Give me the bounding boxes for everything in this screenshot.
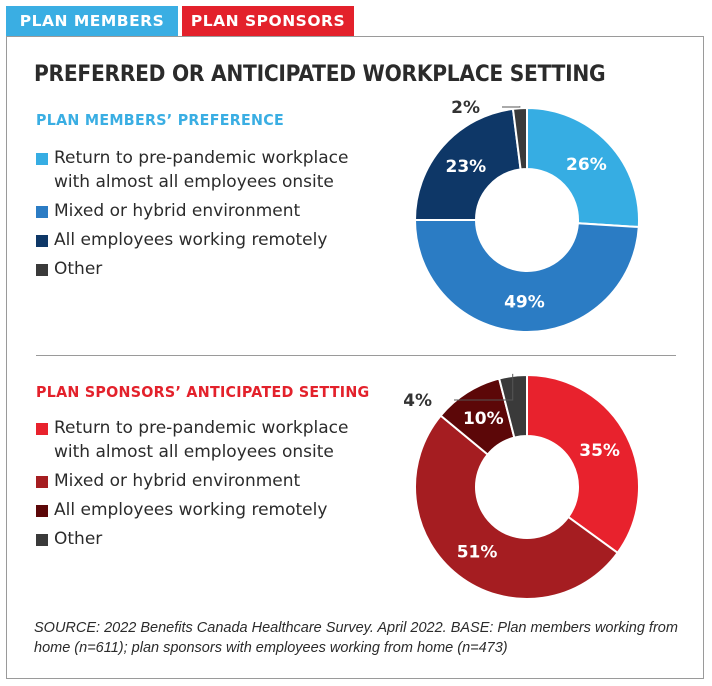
legend-label: Return to pre-pandemic workplace with al… (54, 418, 349, 462)
legend-swatch (36, 505, 48, 517)
legend-swatch (36, 235, 48, 247)
legend-item: Other (36, 257, 384, 281)
donut-slice (414, 414, 620, 600)
legend-label: Return to pre-pandemic workplace with al… (54, 148, 349, 192)
donut-slice (413, 107, 522, 221)
leader-line (454, 373, 514, 401)
donut-slice (413, 219, 640, 333)
legend-item: All employees working remotely (36, 498, 384, 522)
chart-title: PREFERRED OR ANTICIPATED WORKPLACE SETTI… (34, 62, 606, 87)
section-divider (36, 355, 676, 356)
legend-label: All employees working remotely (54, 500, 328, 520)
donut-slice (526, 373, 640, 555)
legend-label: Other (54, 259, 103, 279)
sponsors-donut-chart: 35% 51% 10% 4% (404, 373, 640, 600)
donut-slice (497, 373, 528, 439)
slice-label: 2% (451, 98, 480, 118)
legend-swatch (36, 153, 48, 165)
legend-swatch (36, 534, 48, 546)
leader-line (502, 106, 521, 108)
sponsors-legend: Return to pre-pandemic workplace with al… (36, 416, 384, 556)
slice-label: 49% (504, 292, 545, 312)
legend-item: Return to pre-pandemic workplace with al… (36, 416, 384, 464)
legend-swatch (36, 264, 48, 276)
legend-item: Other (36, 527, 384, 551)
legend-swatch (36, 206, 48, 218)
legend-label: Mixed or hybrid environment (54, 471, 301, 491)
members-section-title: PLAN MEMBERS’ PREFERENCE (36, 111, 284, 129)
legend-label: Other (54, 529, 103, 549)
slice-label: 10% (463, 409, 504, 429)
slice-label: 26% (566, 155, 607, 175)
slice-label: 35% (579, 441, 620, 461)
source-note: SOURCE: 2022 Benefits Canada Healthcare … (34, 620, 678, 656)
legend-item: Mixed or hybrid environment (36, 199, 384, 223)
sponsors-section-title: PLAN SPONSORS’ ANTICIPATED SETTING (36, 383, 370, 401)
donut-slice (511, 106, 528, 171)
legend-label: Mixed or hybrid environment (54, 201, 301, 221)
slice-label: 23% (446, 157, 487, 177)
donut-slice (526, 106, 640, 229)
legend-swatch (36, 423, 48, 435)
legend-label: All employees working remotely (54, 230, 328, 250)
slice-label: 4% (404, 391, 432, 411)
tab-plan-sponsors[interactable]: PLAN SPONSORS (182, 6, 354, 36)
members-donut-chart: 26% 49% 23% 2% (413, 98, 640, 333)
legend-item: Return to pre-pandemic workplace with al… (36, 146, 384, 194)
slice-label: 51% (457, 542, 498, 562)
tab-plan-members[interactable]: PLAN MEMBERS (6, 6, 178, 36)
legend-item: Mixed or hybrid environment (36, 469, 384, 493)
chart-panel (6, 36, 704, 679)
members-legend: Return to pre-pandemic workplace with al… (36, 146, 384, 286)
legend-item: All employees working remotely (36, 228, 384, 252)
legend-swatch (36, 476, 48, 488)
